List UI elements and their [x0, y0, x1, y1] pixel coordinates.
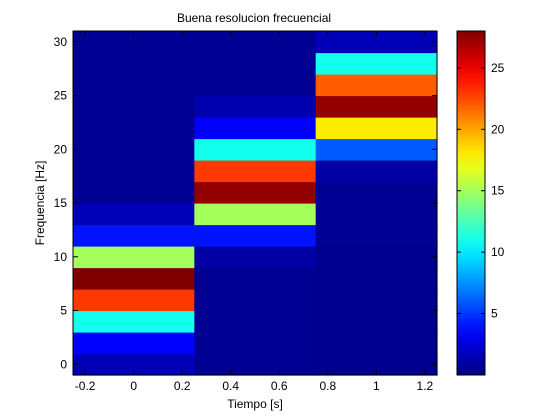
heatmap-cell: [315, 74, 438, 97]
heatmap-cell: [194, 224, 317, 247]
heatmap-cell: [73, 160, 195, 183]
colorbar-tick-label: 15: [491, 184, 505, 198]
heatmap-cell: [73, 289, 195, 312]
heatmap-cell: [315, 52, 438, 75]
heatmap-cell: [315, 332, 438, 355]
heatmap-cell: [73, 95, 195, 118]
heatmap-cell: [194, 138, 317, 161]
heatmap-cell: [315, 353, 438, 376]
heatmap-cell: [73, 353, 195, 376]
x-tick-label: -0.2: [75, 379, 96, 393]
heatmap-cell: [194, 52, 317, 75]
x-tick-label: 0.6: [271, 379, 288, 393]
heatmap-cell: [315, 224, 438, 247]
heatmap-cell: [73, 267, 195, 290]
y-tick-label: 20: [54, 142, 68, 156]
heatmap-cell: [73, 117, 195, 140]
y-tick-label: 30: [54, 35, 68, 49]
heatmap-cell: [194, 181, 317, 204]
heatmap-cell: [73, 181, 195, 204]
heatmap-cell: [315, 160, 438, 183]
y-tick-label: 0: [60, 357, 67, 371]
colorbar-tick-label: 10: [491, 245, 505, 259]
heatmap-cell: [194, 117, 317, 140]
x-tick-label: 0.4: [222, 379, 239, 393]
colorbar-tick-label: 25: [491, 61, 505, 75]
heatmap-cell: [194, 95, 317, 118]
x-axis: -0.2 0 0.2 0.4 0.6 0.8 1 1.2: [75, 31, 434, 393]
heatmap-cell: [315, 267, 438, 290]
heatmap-cell: [73, 310, 195, 333]
heatmap-cell: [73, 224, 195, 247]
y-tick-label: 5: [60, 304, 67, 318]
heatmap-cell: [194, 74, 317, 97]
heatmap-cell: [73, 52, 195, 75]
heatmap-cell: [315, 203, 438, 226]
chart-title: Buena resolucion frecuencial: [177, 11, 331, 25]
heatmap-cell: [194, 31, 317, 54]
y-axis-label: Frequencia [Hz]: [33, 161, 47, 246]
heatmap-cell: [73, 203, 195, 226]
heatmap-cell: [73, 138, 195, 161]
heatmap-cell: [315, 289, 438, 312]
x-axis-label: Tiempo [s]: [227, 397, 283, 411]
heatmap-cell: [315, 181, 438, 204]
heatmap-cell: [315, 31, 438, 54]
heatmap-cell: [194, 246, 317, 269]
heatmap-cell: [73, 332, 195, 355]
colorbar: [456, 30, 486, 376]
x-tick-label: 0.2: [174, 379, 191, 393]
heatmap-cell: [73, 31, 195, 54]
x-tick-label: 0: [130, 379, 137, 393]
heatmap-cell: [315, 117, 438, 140]
heatmap-cell: [194, 310, 317, 333]
heatmap-cell: [73, 74, 195, 97]
heatmap-cell: [194, 203, 317, 226]
heatmap-cells: [73, 31, 438, 376]
heatmap-cell: [315, 95, 438, 118]
colorbar-axis: 5 10 15 20 25: [457, 61, 505, 321]
heatmap-cell: [194, 160, 317, 183]
heatmap-cell: [73, 246, 195, 269]
heatmap-cell: [315, 310, 438, 333]
colorbar-tick-label: 5: [491, 307, 498, 321]
x-tick-label: 0.8: [319, 379, 336, 393]
heatmap-cell: [315, 246, 438, 269]
y-axis: 0 5 10 15 20 25 30: [54, 35, 437, 371]
x-tick-label: 1: [373, 379, 380, 393]
colorbar-tick-label: 20: [491, 122, 505, 136]
x-tick-label: 1.2: [417, 379, 434, 393]
heatmap-cell: [315, 138, 438, 161]
heatmap-cell: [194, 332, 317, 355]
heatmap-cell: [194, 267, 317, 290]
y-tick-label: 15: [54, 196, 68, 210]
y-tick-label: 10: [54, 250, 68, 264]
heatmap-cell: [194, 353, 317, 376]
y-tick-label: 25: [54, 89, 68, 103]
heatmap-cell: [194, 289, 317, 312]
